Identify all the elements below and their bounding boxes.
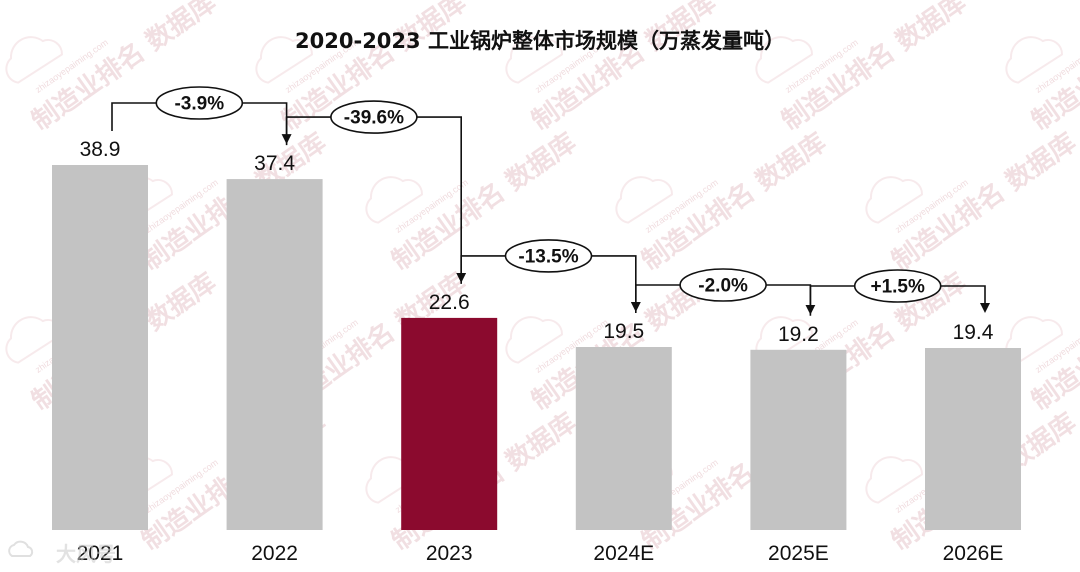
footer-watermark-text: 大风号 xyxy=(56,542,116,566)
category-label-2021: 2021 xyxy=(77,542,124,565)
change-label-1: -3.9% xyxy=(174,94,224,115)
watermark-text: 制造业排名 数据库 xyxy=(776,0,972,137)
change-label-2: -39.6% xyxy=(344,108,404,129)
cloud-icon xyxy=(8,540,34,557)
cloud-icon xyxy=(615,176,673,224)
cloud-icon xyxy=(865,176,923,224)
category-label-2024e: 2024E xyxy=(593,542,654,565)
category-label-2026e: 2026E xyxy=(943,542,1004,565)
value-label-2023: 22.6 xyxy=(429,291,470,314)
change-label-4: -2.0% xyxy=(698,276,748,297)
category-label-2025e: 2025E xyxy=(768,542,829,565)
change-label-5: +1.5% xyxy=(870,277,925,298)
cloud-icon xyxy=(755,36,813,84)
cloud-icon xyxy=(255,36,313,84)
cloud-icon xyxy=(1005,36,1063,84)
value-label-2025e: 19.2 xyxy=(778,323,819,346)
bar-2023 xyxy=(401,317,498,530)
cloud-icon xyxy=(505,316,563,364)
bar-2026e xyxy=(925,348,1021,530)
change-oval-4 xyxy=(679,268,767,302)
bar-2024e xyxy=(575,347,672,530)
watermark-text: 制造业排名 数据库 xyxy=(636,127,832,277)
change-oval-3 xyxy=(504,239,593,273)
bar-2022 xyxy=(226,179,323,530)
value-label-2026e: 19.4 xyxy=(953,321,994,344)
bars-group xyxy=(52,165,1021,530)
cloud-icon xyxy=(365,176,423,224)
change-label-3: -13.5% xyxy=(518,246,578,267)
value-label-2021: 38.9 xyxy=(80,138,121,161)
category-label-2023: 2023 xyxy=(426,542,473,565)
value-labels-group: 38.9 37.4 22.6 19.5 19.2 19.4 xyxy=(80,138,994,346)
change-labels-group: -3.9% -39.6% -13.5% -2.0% +1.5% xyxy=(155,86,942,303)
value-label-2024e: 19.5 xyxy=(603,320,644,343)
watermark-text: 制造业排名 数据库 xyxy=(526,0,722,137)
cloud-icon xyxy=(505,36,563,84)
category-labels-group: 2021 2022 2023 2024E 2025E 2026E xyxy=(77,542,1004,565)
category-label-2022: 2022 xyxy=(251,542,298,565)
cloud-icon xyxy=(865,456,923,504)
chart-title: 2020-2023 工业锅炉整体市场规模（万蒸发量吨） xyxy=(295,29,785,53)
bar-2021 xyxy=(52,165,148,530)
change-oval-1 xyxy=(155,86,244,120)
watermark-text: 制造业排名 数据库 xyxy=(886,127,1080,277)
cloud-icon xyxy=(5,36,63,84)
bar-2025e xyxy=(750,349,847,530)
change-oval-2 xyxy=(330,100,418,134)
change-oval-5 xyxy=(853,269,942,303)
value-label-2022: 37.4 xyxy=(254,152,295,175)
footer-watermark: 大风号 xyxy=(8,540,116,566)
